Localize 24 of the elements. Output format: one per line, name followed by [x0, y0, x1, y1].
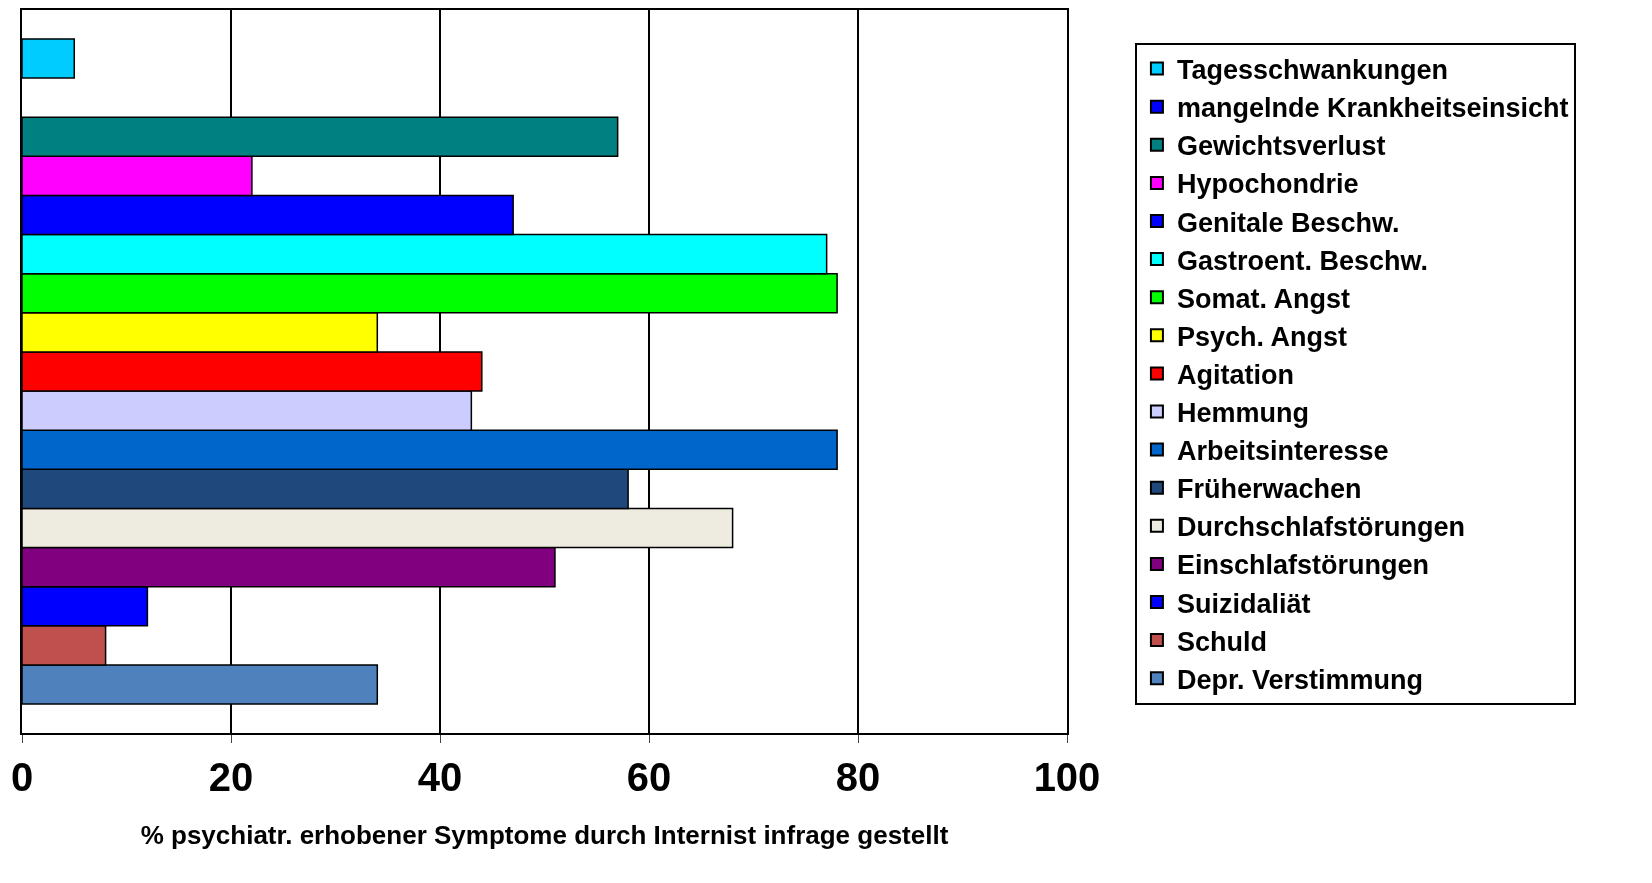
legend-label: Arbeitsinteresse — [1176, 436, 1389, 467]
x-tick-label: 40 — [417, 755, 463, 799]
legend-label: Gewichtsverlust — [1176, 131, 1386, 162]
legend-label: Suizidaliät — [1176, 588, 1311, 619]
x-tick-label: 60 — [626, 755, 672, 799]
legend-label: Psych. Angst — [1176, 321, 1347, 352]
legend-label: Genitale Beschw. — [1176, 207, 1400, 238]
x-tick-label: 100 — [1033, 755, 1101, 799]
legend-label: Hemmung — [1176, 398, 1309, 429]
legend-label: Hypochondrie — [1176, 169, 1359, 200]
legend-label: Schuld — [1176, 626, 1267, 657]
legend-label: Früherwachen — [1176, 474, 1362, 505]
legend-label: mangelnde Krankheitseinsicht — [1176, 93, 1569, 124]
x-tick-label: 20 — [208, 755, 254, 799]
legend-label: Durchschlafstörungen — [1176, 512, 1465, 543]
legend-label: Tagesschwankungen — [1176, 55, 1448, 86]
x-tick-label: 80 — [835, 755, 881, 799]
legend-label: Einschlafstörungen — [1176, 550, 1429, 581]
x-axis-title: % psychiatr. erhobener Symptome durch Internist infrage gestellt — [140, 820, 949, 851]
legend-label: Gastroent. Beschw. — [1176, 245, 1428, 276]
x-tick-label: 0 — [10, 755, 34, 799]
legend-label: Agitation — [1176, 359, 1294, 390]
legend-label: Somat. Angst — [1176, 283, 1350, 314]
legend-label: Depr. Verstimmung — [1176, 664, 1423, 695]
